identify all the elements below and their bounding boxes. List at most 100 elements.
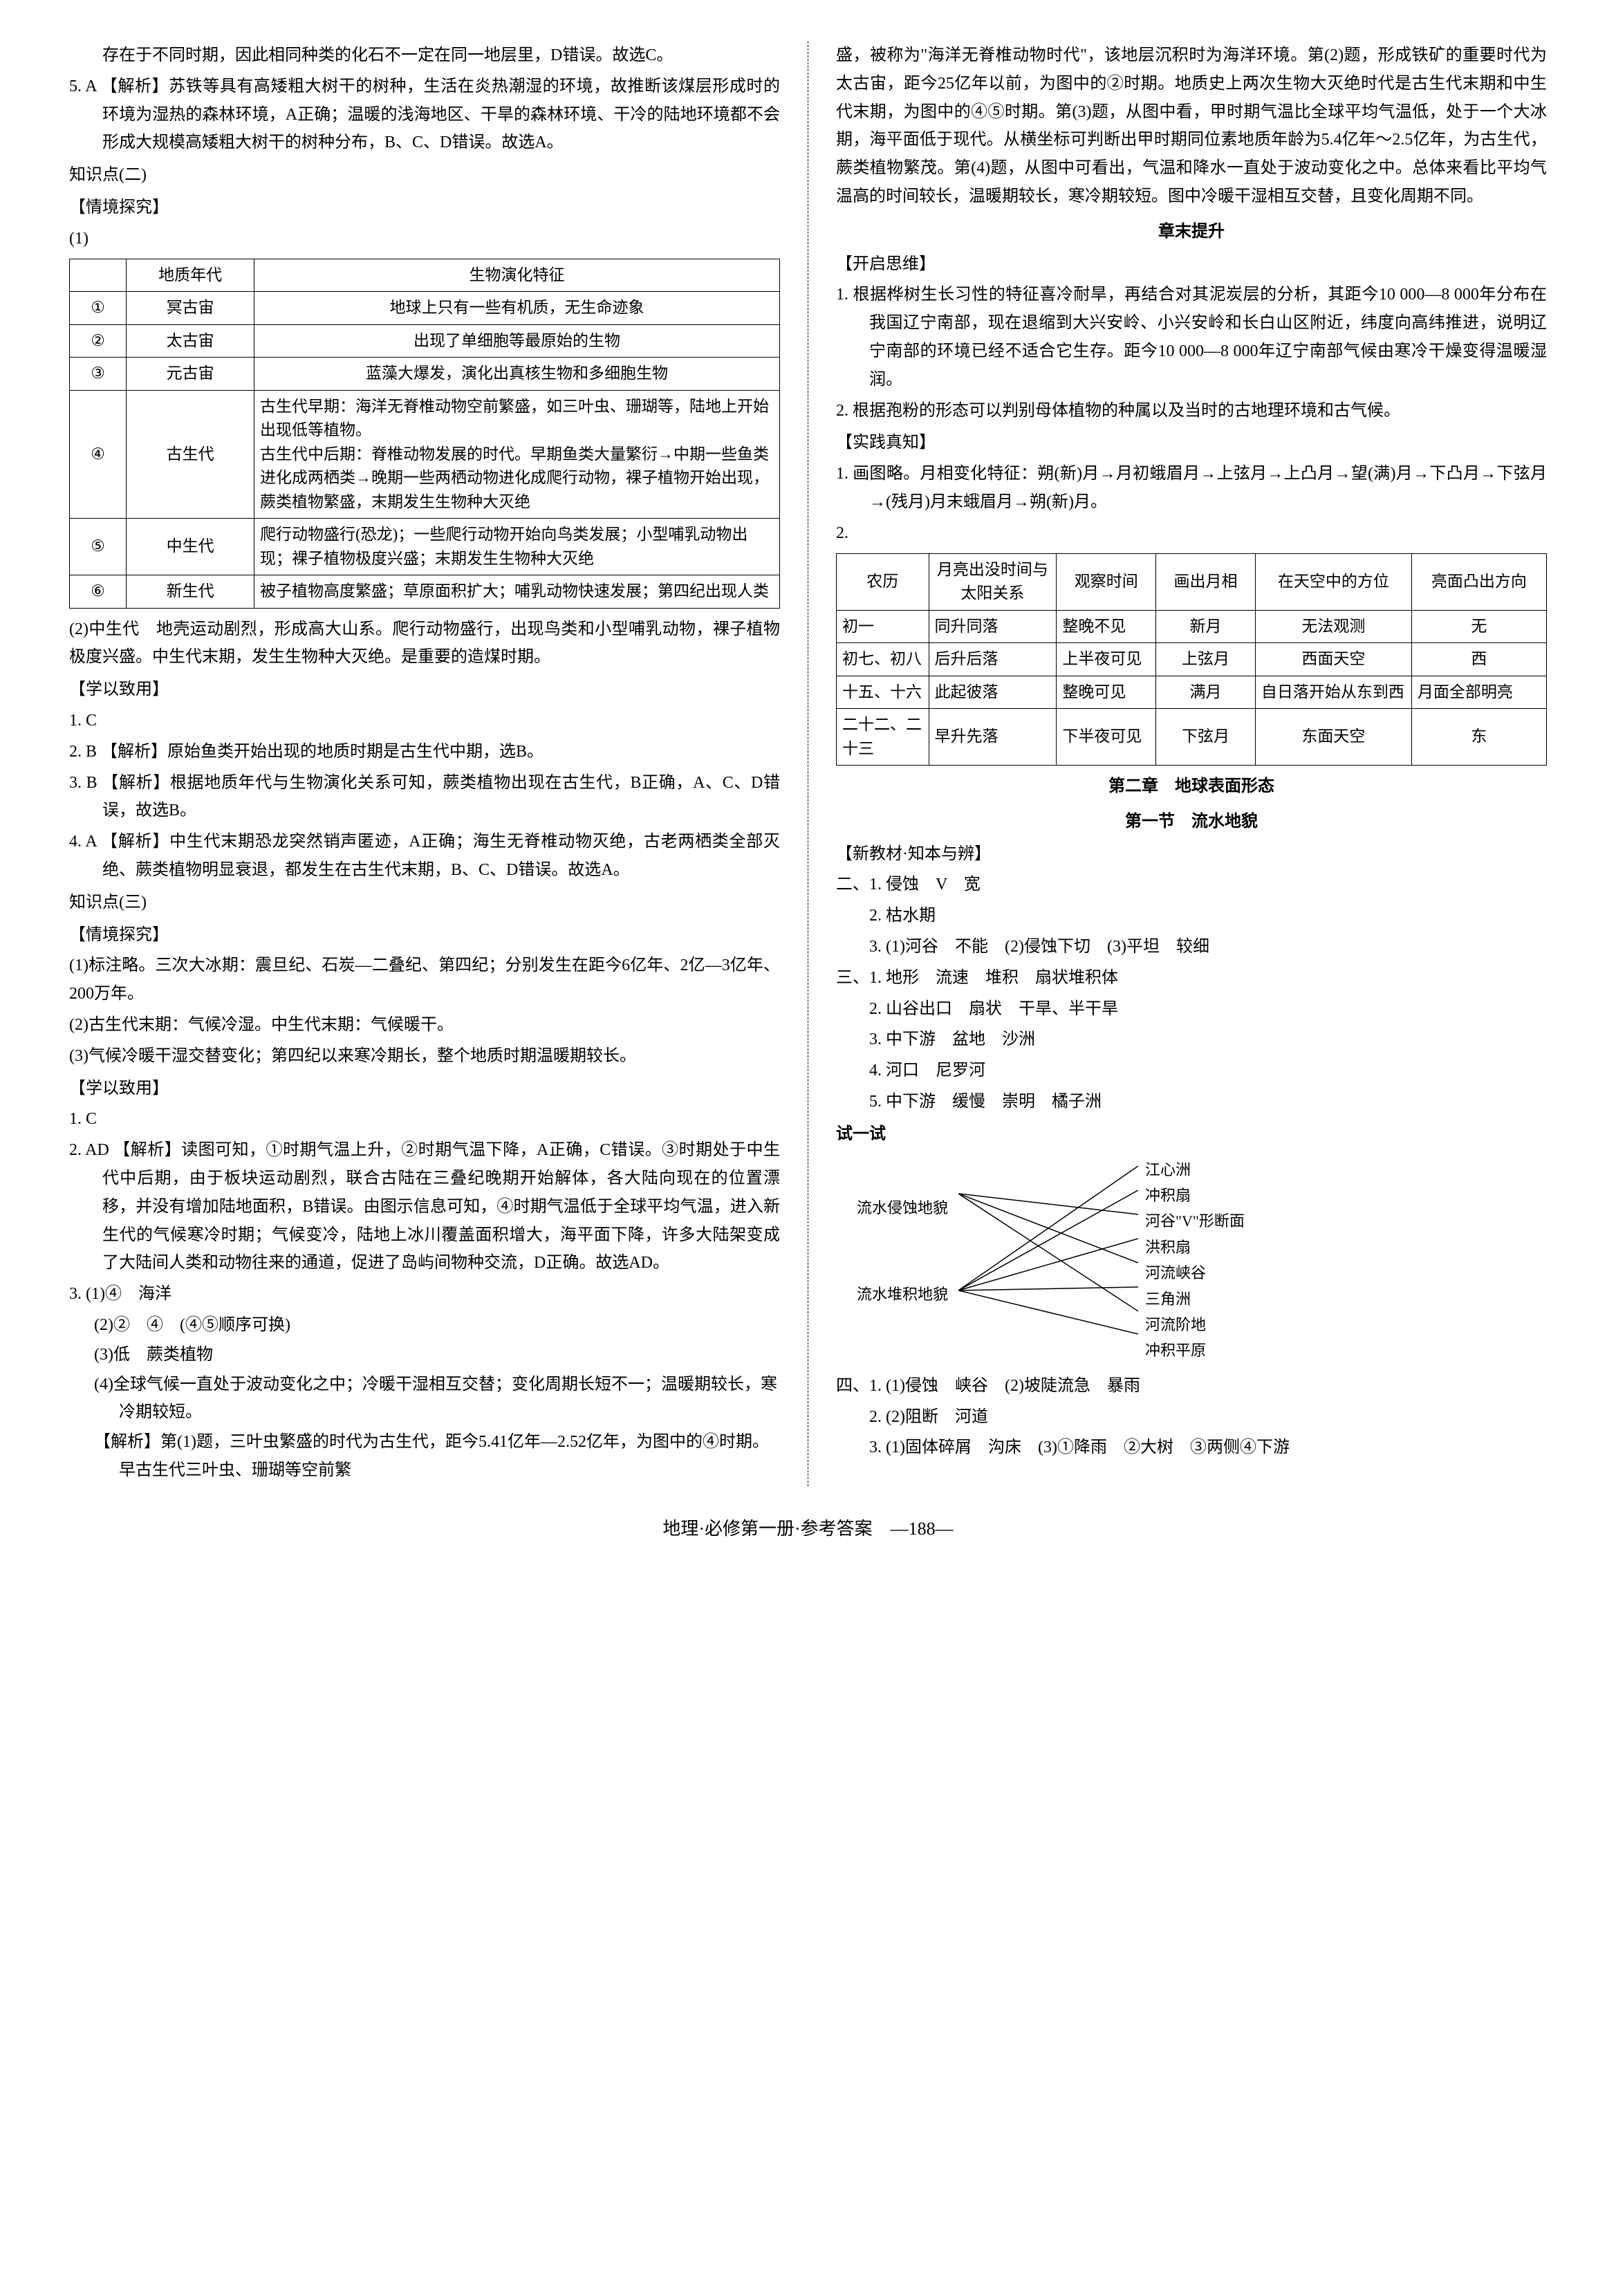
table-cell: 上弦月: [1156, 643, 1256, 676]
section-heading: 【学以致用】: [69, 1075, 780, 1103]
section-heading: 【情境探究】: [69, 921, 780, 950]
table-cell: 无: [1411, 610, 1546, 643]
list-subitem: 【解析】第(1)题，三叶虫繁盛的时代为古生代，距今5.41亿年—2.52亿年，为…: [69, 1428, 780, 1485]
section-heading: 试一试: [836, 1120, 1547, 1149]
diagram-label: 冲积平原: [1145, 1337, 1245, 1363]
table-cell: ③: [70, 358, 127, 391]
moon-phase-table: 农历 月亮出没时间与太阳关系 观察时间 画出月相 在天空中的方位 亮面凸出方向 …: [836, 553, 1547, 766]
table-cell: 月面全部明亮: [1411, 676, 1546, 709]
text-line: 2. 枯水期: [836, 902, 1547, 930]
table-cell: ⑤: [70, 519, 127, 575]
table-cell: 无法观测: [1255, 610, 1411, 643]
section-heading: 【情境探究】: [69, 194, 780, 222]
table-cell: 爬行动物盛行(恐龙)；一些爬行动物开始向鸟类发展；小型哺乳动物出现；裸子植物极度…: [254, 519, 780, 575]
chapter-title: 章末提升: [836, 218, 1547, 246]
section-heading: 【实践真知】: [836, 429, 1547, 457]
page-footer: 地理·必修第一册·参考答案 —188—: [69, 1514, 1547, 1544]
table-header: 观察时间: [1057, 553, 1156, 610]
diagram-left-labels: 流水侵蚀地貌 流水堆积地貌: [857, 1156, 951, 1365]
table-cell: 西: [1411, 643, 1546, 676]
table-header: 在天空中的方位: [1255, 553, 1411, 610]
text-line: 3. (1)河谷 不能 (2)侵蚀下切 (3)平坦 较细: [836, 933, 1547, 961]
table-header: 地质年代: [127, 259, 254, 292]
list-subitem: (4)全球气候一直处于波动变化之中；冷暖干湿相互交替；变化周期长短不一；温暖期较…: [69, 1371, 780, 1427]
text-line: 3. (1)固体碎屑 沟床 (3)①降雨 ②大树 ③两侧④下游: [836, 1434, 1547, 1462]
text-line: 2. (2)阻断 河道: [836, 1403, 1547, 1432]
list-item: 2. B 【解析】原始鱼类开始出现的地质时期是古生代中期，选B。: [69, 738, 780, 766]
table-cell: 太古宙: [127, 324, 254, 358]
list-item: 1. 画图略。月相变化特征：朔(新)月→月初蛾眉月→上弦月→上凸月→望(满)月→…: [836, 460, 1547, 517]
list-item: 3. B 【解析】根据地质年代与生物演化关系可知，蕨类植物出现在古生代，B正确，…: [69, 769, 780, 826]
diagram-label: 流水侵蚀地貌: [857, 1195, 948, 1221]
table-header: 月亮出没时间与太阳关系: [929, 553, 1057, 610]
text-line: 二、1. 侵蚀 V 宽: [836, 871, 1547, 899]
text-line: 四、1. (1)侵蚀 峡谷 (2)坡陡流急 暴雨: [836, 1372, 1547, 1400]
text-block: (1)标注略。三次大冰期：震旦纪、石炭—二叠纪、第四纪；分别发生在距今6亿年、2…: [69, 952, 780, 1008]
table-cell: 古生代: [127, 390, 254, 519]
table-header: 画出月相: [1156, 553, 1256, 610]
table-cell: 整晚可见: [1057, 676, 1156, 709]
table-cell: ④: [70, 390, 127, 519]
matching-diagram: 流水侵蚀地貌 流水堆积地貌: [857, 1156, 1547, 1365]
table-cell: 上半夜可见: [1057, 643, 1156, 676]
list-item: 1. C: [69, 1105, 780, 1133]
text-block: (3)气候冷暖干湿交替变化；第四纪以来寒冷期长，整个地质时期温暖期较长。: [69, 1042, 780, 1071]
chapter-title: 第二章 地球表面形态: [836, 772, 1547, 801]
table-header: 农历: [837, 553, 929, 610]
table-cell: 满月: [1156, 676, 1256, 709]
text-line: 5. 中下游 缓慢 崇明 橘子洲: [836, 1088, 1547, 1116]
table-cell: 整晚不见: [1057, 610, 1156, 643]
table-cell: 同升同落: [929, 610, 1057, 643]
text-line: 3. 中下游 盆地 沙洲: [836, 1026, 1547, 1054]
table-cell: 东面天空: [1255, 709, 1411, 766]
table-header: 亮面凸出方向: [1411, 553, 1546, 610]
diagram-right-labels: 江心洲 冲积扇 河谷"V"形断面 洪积扇 河流峡谷 三角洲 河流阶地 冲积平原: [1145, 1156, 1245, 1365]
table-cell: 早升先落: [929, 709, 1057, 766]
diagram-label: 河流阶地: [1145, 1312, 1245, 1337]
list-item: 2. AD 【解析】读图可知，①时期气温上升，②时期气温下降，A正确，C错误。③…: [69, 1136, 780, 1277]
list-item: 1. C: [69, 707, 780, 735]
table-cell: 十五、十六: [837, 676, 929, 709]
table-cell: 西面天空: [1255, 643, 1411, 676]
list-item: 1. 根据桦树生长习性的特征喜冷耐旱，再结合对其泥炭层的分析，其距今10 000…: [836, 281, 1547, 394]
table-cell: 新生代: [127, 575, 254, 609]
section-heading: 知识点(二): [69, 161, 780, 189]
table-cell: 此起彼落: [929, 676, 1057, 709]
diagram-label: 河谷"V"形断面: [1145, 1208, 1245, 1234]
list-subitem: (2)② ④ (④⑤顺序可换): [69, 1311, 780, 1340]
list-item: 3. (1)④ 海洋: [69, 1280, 780, 1308]
table-cell: 被子植物高度繁盛；草原面积扩大；哺乳动物快速发展；第四纪出现人类: [254, 575, 780, 609]
page-container: 存在于不同时期，因此相同种类的化石不一定在同一地层里，D错误。故选C。 5. A…: [69, 41, 1547, 1486]
table-cell: 元古宙: [127, 358, 254, 391]
text-label: (1): [69, 225, 780, 253]
table-cell: 初一: [837, 610, 929, 643]
table-header: 生物演化特征: [254, 259, 780, 292]
section-heading: 【新教材·知本与辨】: [836, 840, 1547, 869]
table-cell: 出现了单细胞等最原始的生物: [254, 324, 780, 358]
table-cell: 冥古宙: [127, 292, 254, 325]
diagram-label: 江心洲: [1145, 1157, 1245, 1183]
list-item: 4. A 【解析】中生代末期恐龙突然销声匿迹，A正确；海生无脊椎动物灭绝，古老两…: [69, 828, 780, 885]
diagram-label: 河流峡谷: [1145, 1260, 1245, 1286]
text-line: 三、1. 地形 流速 堆积 扇状堆积体: [836, 964, 1547, 992]
table-cell: 自日落开始从东到西: [1255, 676, 1411, 709]
table-cell: ①: [70, 292, 127, 325]
diagram-label: 流水堆积地貌: [857, 1281, 948, 1307]
list-item: 5. A 【解析】苏铁等具有高矮粗大树干的树种，生活在炎热潮湿的环境，故推断该煤…: [69, 73, 780, 157]
table-cell: 下半夜可见: [1057, 709, 1156, 766]
table-cell: 东: [1411, 709, 1546, 766]
section-heading: 【开启思维】: [836, 250, 1547, 279]
table-cell: ②: [70, 324, 127, 358]
text-block: 盛，被称为"海洋无脊椎动物时代"，该地层沉积时为海洋环境。第(2)题，形成铁矿的…: [836, 41, 1547, 211]
table-cell: 蓝藻大爆发，演化出真核生物和多细胞生物: [254, 358, 780, 391]
diagram-label: 冲积扇: [1145, 1183, 1245, 1208]
diagram-label: 三角洲: [1145, 1286, 1245, 1312]
section-heading: 【学以致用】: [69, 676, 780, 704]
table-cell: 初七、初八: [837, 643, 929, 676]
table-cell: ⑥: [70, 575, 127, 609]
table-cell: 下弦月: [1156, 709, 1256, 766]
text-label: 2.: [836, 519, 1547, 548]
right-column: 盛，被称为"海洋无脊椎动物时代"，该地层沉积时为海洋环境。第(2)题，形成铁矿的…: [836, 41, 1547, 1486]
table-cell: 古生代早期：海洋无脊椎动物空前繁盛，如三叶虫、珊瑚等，陆地上开始出现低等植物。 …: [254, 390, 780, 519]
table-cell: 中生代: [127, 519, 254, 575]
